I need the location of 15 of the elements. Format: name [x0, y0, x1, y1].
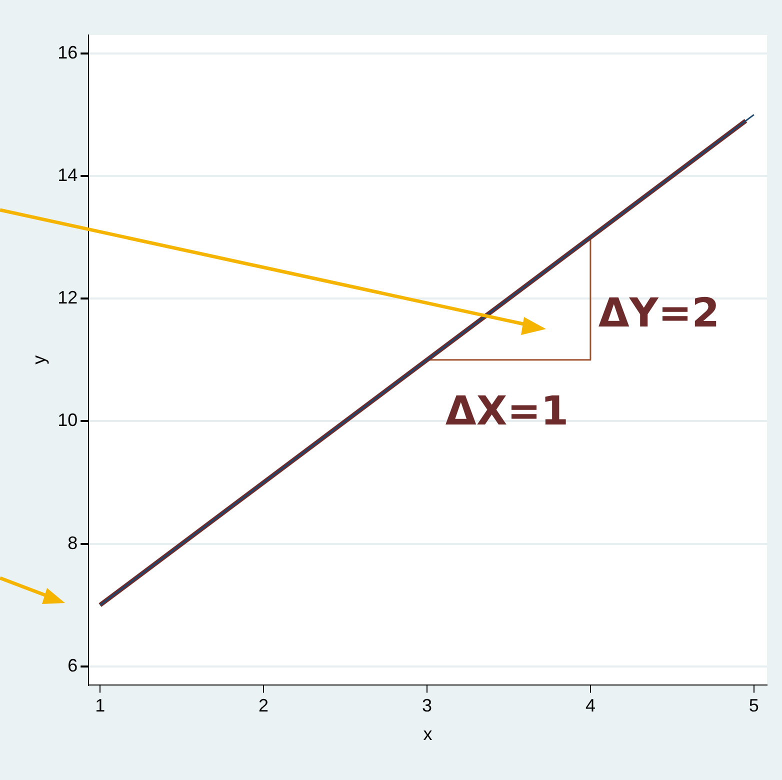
x-tick-label: 3	[422, 696, 432, 716]
x-axis-title: x	[423, 724, 432, 744]
x-tick-label: 2	[258, 696, 269, 716]
annotation: ΔX=1	[445, 388, 569, 434]
y-tick-label: 10	[58, 410, 78, 430]
y-tick-label: 6	[68, 655, 78, 676]
y-tick-label: 14	[58, 164, 78, 185]
x-tick-label: 1	[95, 696, 106, 716]
y-axis-title: y	[28, 355, 49, 364]
annotation: ΔY=2	[598, 290, 720, 336]
y-tick-label: 8	[68, 532, 78, 553]
y-tick-label: 12	[58, 288, 78, 308]
y-tick-label: 16	[58, 42, 78, 62]
x-tick-label: 5	[748, 696, 759, 716]
x-tick-label: 4	[585, 696, 596, 716]
